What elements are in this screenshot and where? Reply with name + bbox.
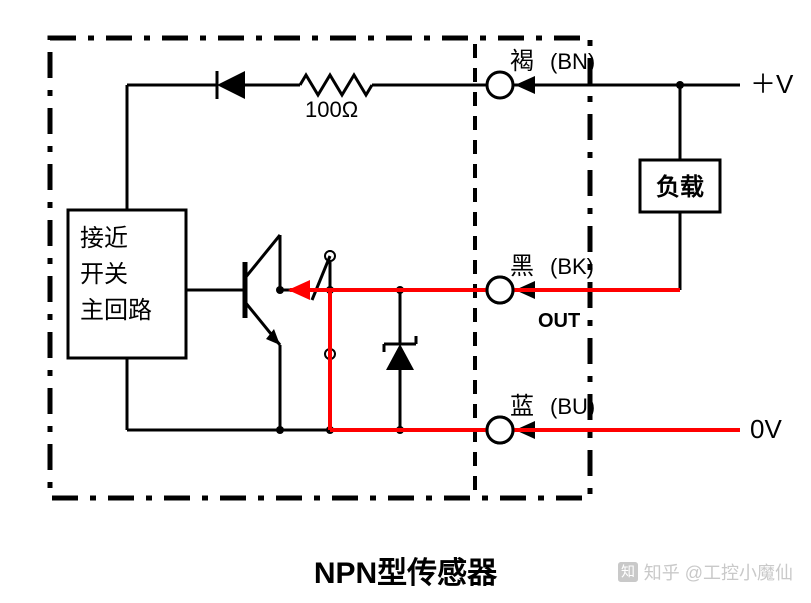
svg-text:(BN): (BN)	[550, 49, 595, 74]
svg-text:100Ω: 100Ω	[305, 97, 358, 122]
svg-text:(BU): (BU)	[550, 394, 595, 419]
svg-text:褐: 褐	[510, 48, 534, 75]
svg-text:黑: 黑	[510, 253, 534, 280]
svg-text:0V: 0V	[750, 414, 782, 444]
svg-text:＋V: ＋V	[750, 69, 794, 99]
svg-text:开关: 开关	[80, 261, 128, 288]
watermark-text: 知乎 @工控小魔仙	[644, 559, 793, 585]
out-label: OUT	[538, 310, 580, 333]
svg-text:知: 知	[621, 563, 635, 579]
watermark: 知 知乎 @工控小魔仙	[618, 559, 793, 585]
svg-text:接近: 接近	[80, 225, 128, 252]
circuit-diagram: 接近开关主回路 100Ω 褐 (BN) ＋V 负载黑 (BK) 蓝 (BU) 0V	[0, 0, 811, 603]
svg-text:蓝: 蓝	[510, 393, 534, 420]
svg-text:(BK): (BK)	[550, 254, 594, 279]
zhihu-icon: 知	[618, 562, 638, 582]
svg-text:主回路: 主回路	[80, 297, 152, 324]
svg-text:负载: 负载	[656, 174, 704, 201]
